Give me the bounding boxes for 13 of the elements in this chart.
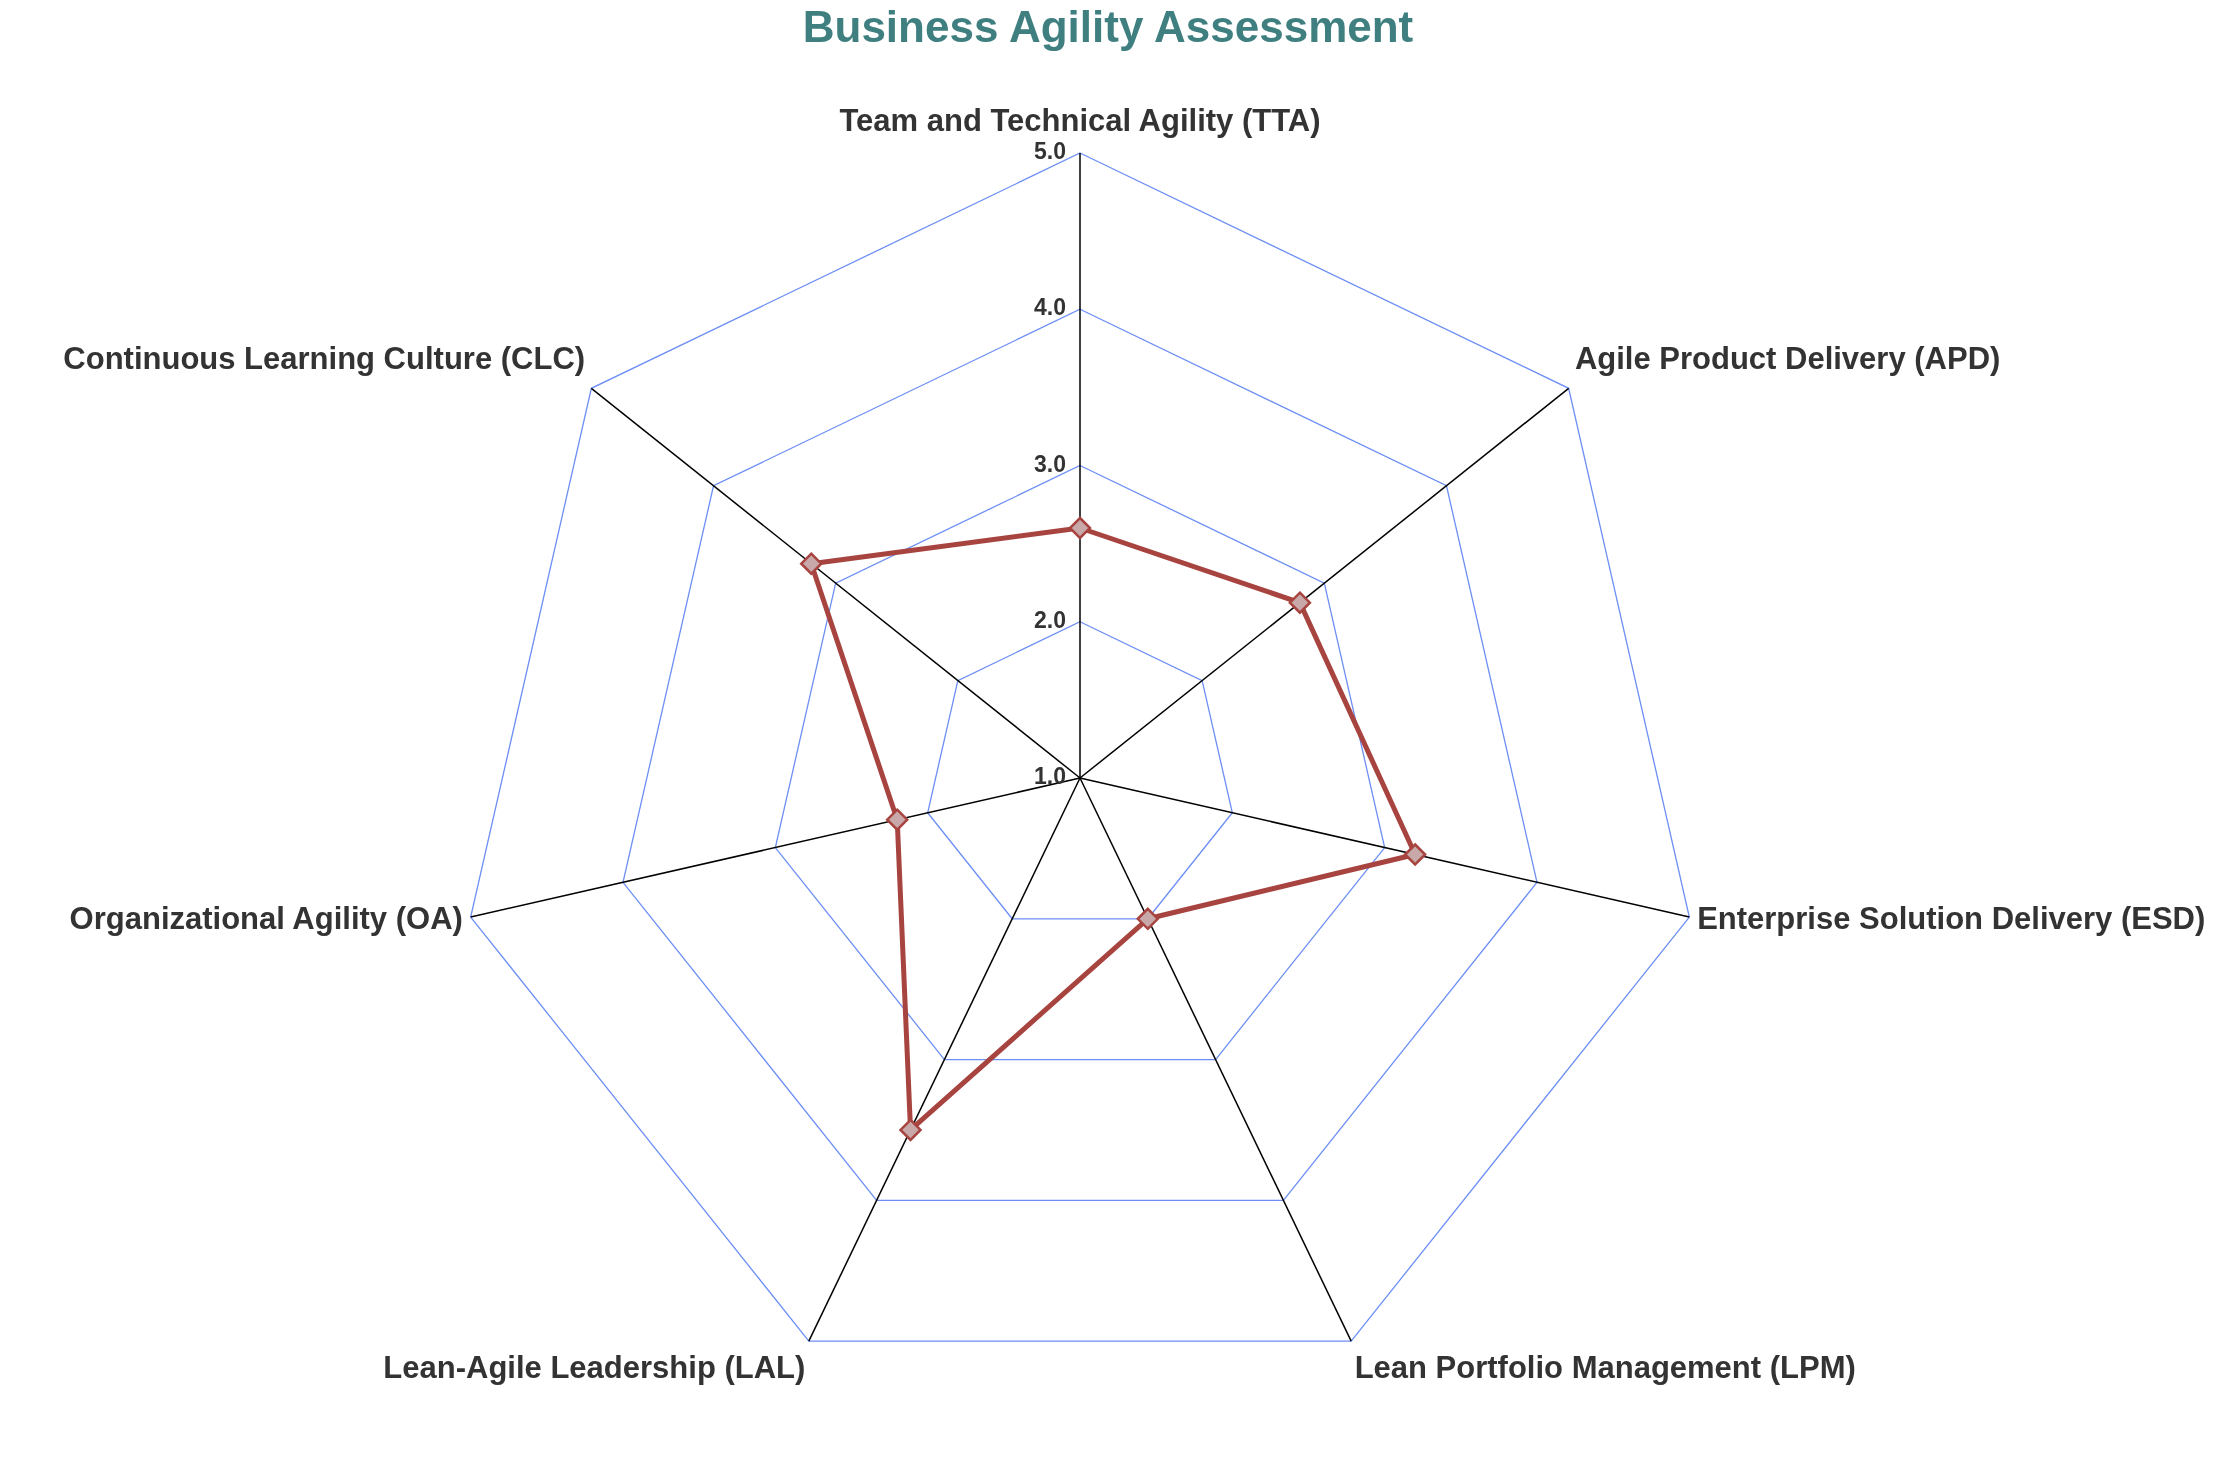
spoke-label: Team and Technical Agility (TTA) <box>839 103 1321 138</box>
y-tick-label: 5.0 <box>1034 138 1066 164</box>
spoke-label: Organizational Agility (OA) <box>69 900 463 936</box>
spoke-label: Enterprise Solution Delivery (ESD) <box>1697 900 2206 936</box>
y-tick-label: 1.0 <box>1034 763 1066 789</box>
chart-title: Business Agility Assessment <box>801 2 1415 52</box>
spoke-label: Continuous Learning Culture (CLC) <box>63 341 586 377</box>
y-tick-label: 3.0 <box>1034 450 1066 477</box>
spoke-label: Agile Product Delivery (APD) <box>1574 341 2001 377</box>
y-tick-label: 2.0 <box>1034 606 1066 633</box>
y-tick-label: 4.0 <box>1034 294 1066 321</box>
spoke-label: Lean-Agile Leadership (LAL) <box>383 1350 806 1386</box>
spoke-label: Lean Portfolio Management (LPM) <box>1354 1350 1856 1386</box>
